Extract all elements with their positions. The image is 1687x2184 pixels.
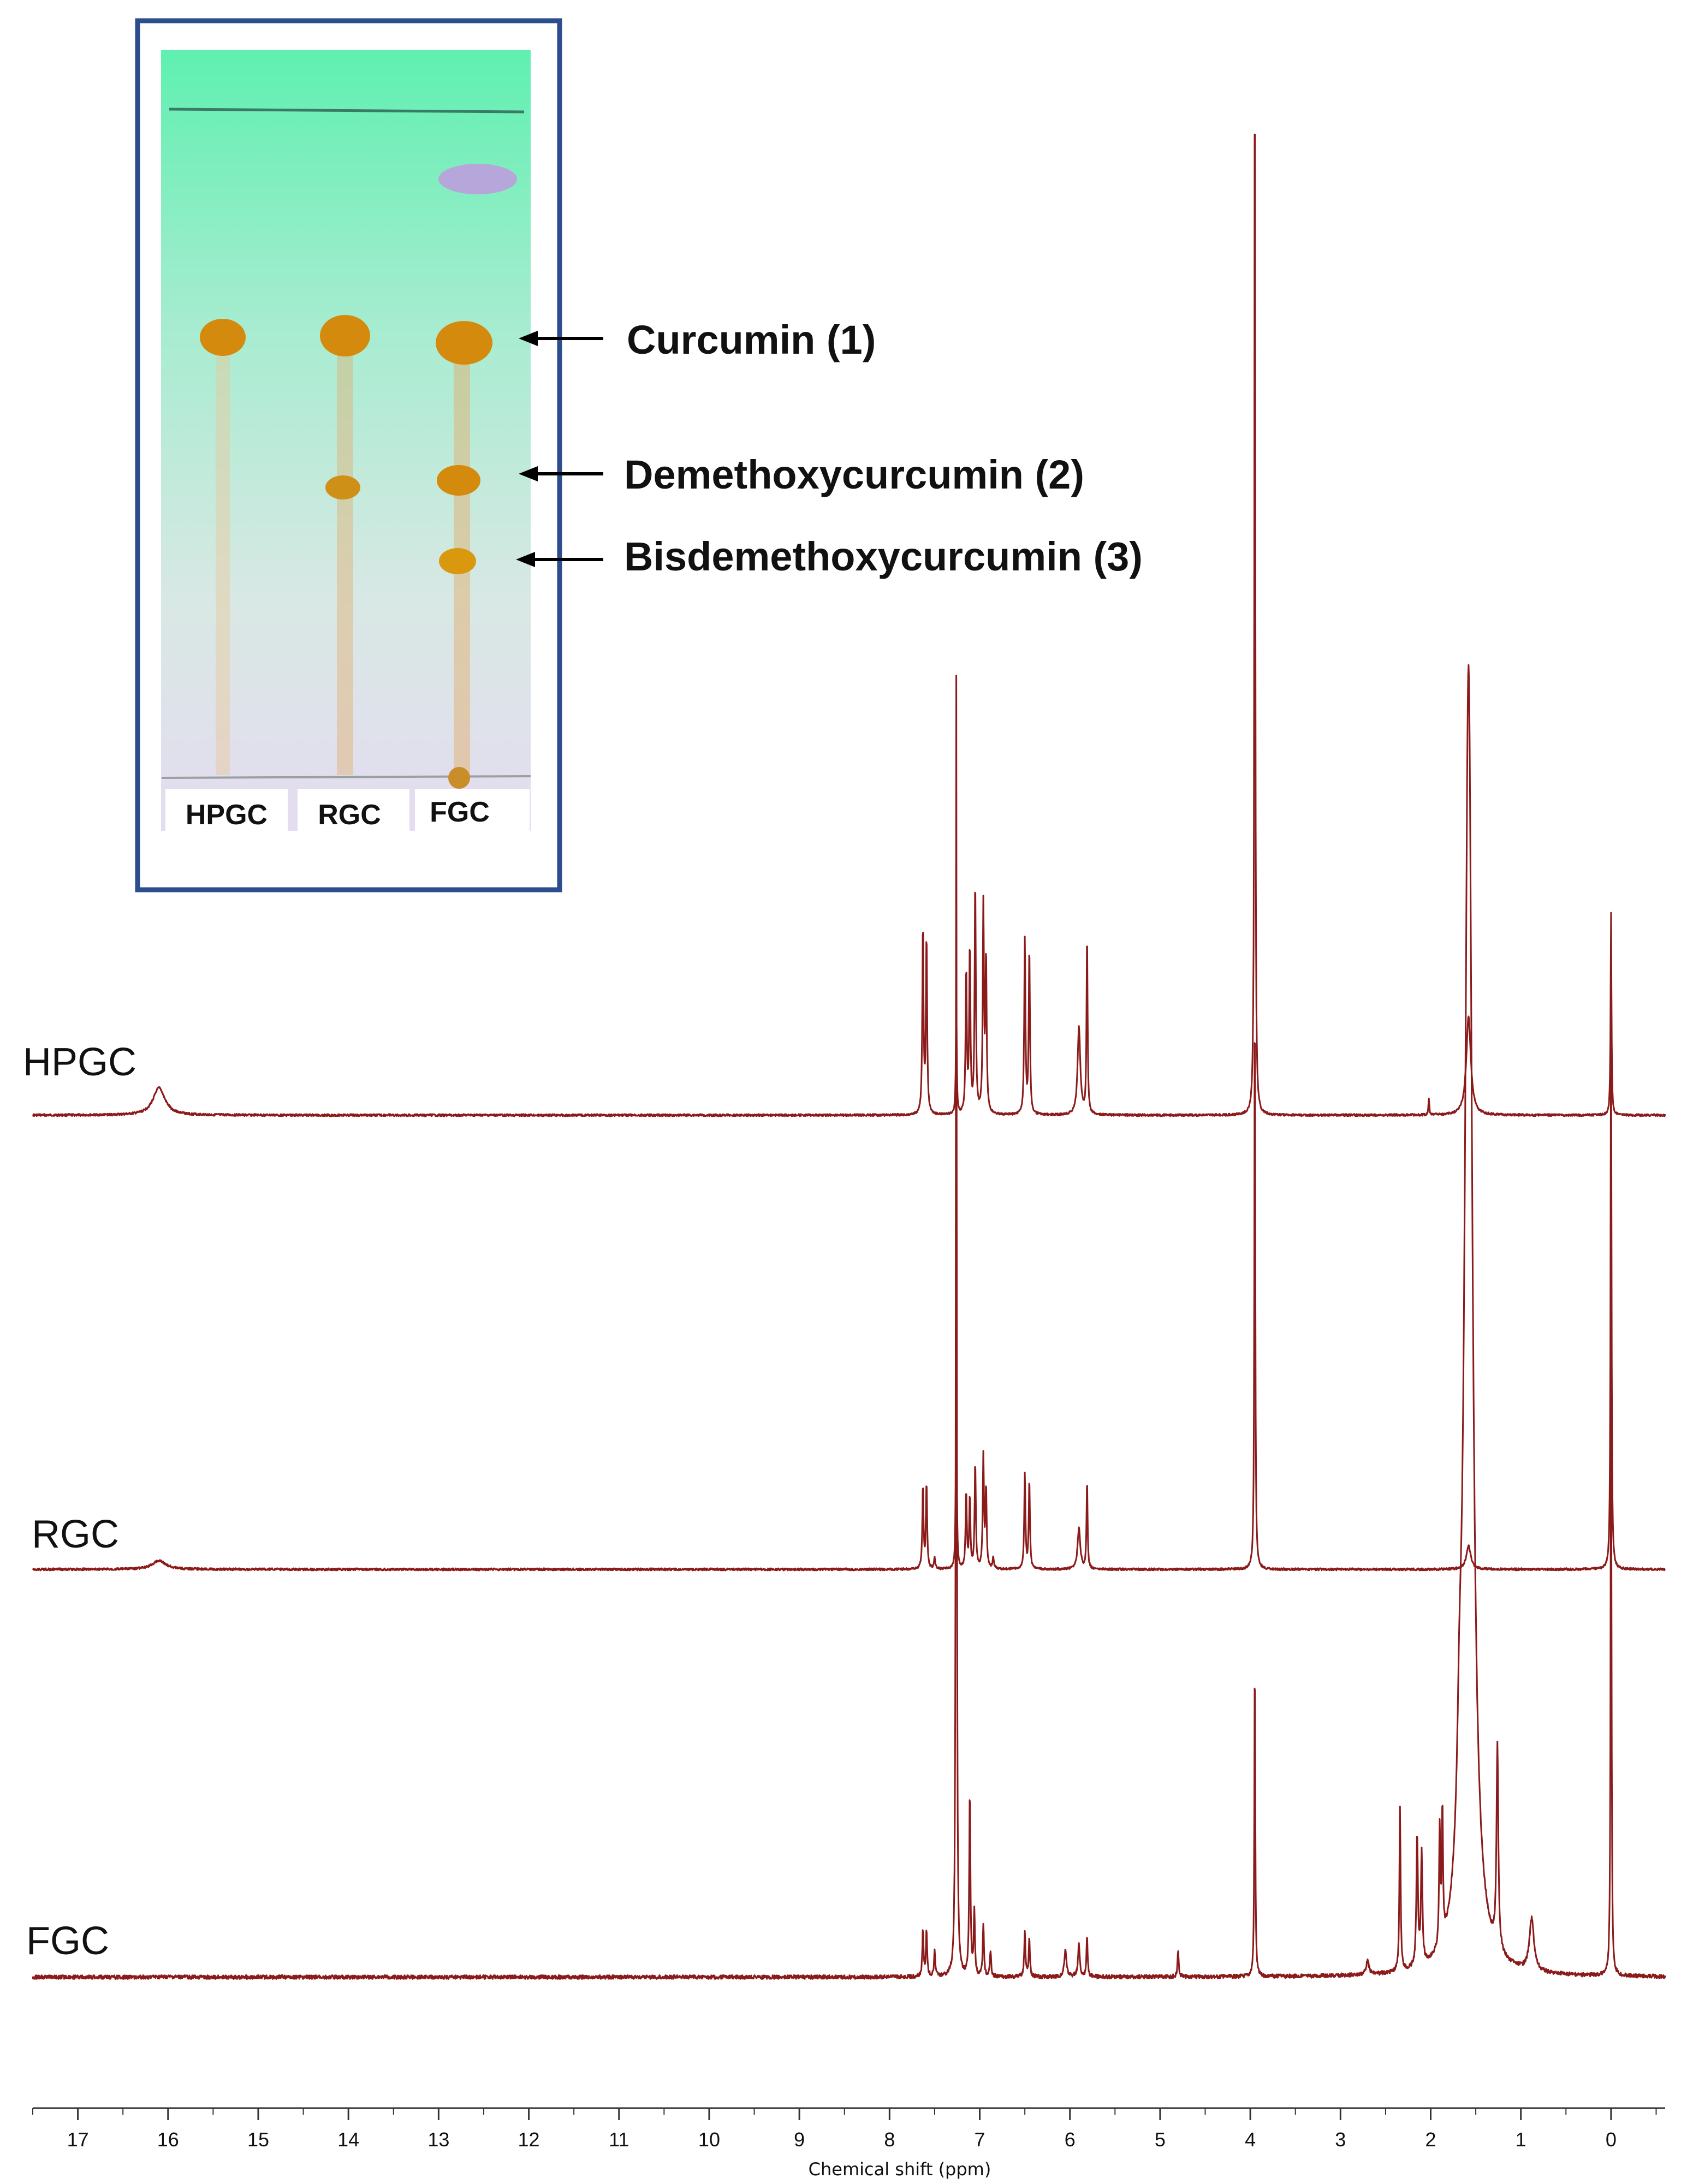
- spot-fgc-bisdemethoxycurcumin: [439, 548, 476, 574]
- annotation-arrows: Curcumin (1) Demethoxycurcumin (2) Bisde…: [516, 317, 1143, 579]
- x-tick-label: 5: [1155, 2128, 1166, 2151]
- arrowhead-curcumin: [519, 331, 538, 346]
- x-tick-label: 0: [1606, 2128, 1617, 2151]
- label-demethoxycurcumin: Demethoxycurcumin (2): [624, 452, 1084, 497]
- x-tick-label: 9: [794, 2128, 805, 2151]
- x-tick-label: 13: [427, 2128, 449, 2151]
- spectra-traces: [32, 133, 1666, 1980]
- lane-label-box: [298, 789, 409, 835]
- solvent-front-line: [169, 108, 525, 114]
- x-tick-label: 7: [975, 2128, 985, 2151]
- x-tick-label: 12: [518, 2128, 540, 2151]
- label-bisdemethoxycurcumin: Bisdemethoxycurcumin (3): [624, 534, 1143, 579]
- x-tick-label: 1: [1516, 2128, 1526, 2151]
- x-tick-label: 11: [609, 2128, 629, 2151]
- lane-label-rgc: RGC: [318, 799, 381, 831]
- lane-label-box: [165, 789, 288, 835]
- label-curcumin: Curcumin (1): [627, 317, 876, 362]
- arrowhead-demethoxycurcumin: [519, 466, 538, 481]
- trace-label-hpgc: HPGC: [23, 1040, 136, 1084]
- lane-streak-rgc: [337, 344, 353, 775]
- x-tick-label: 3: [1335, 2128, 1346, 2151]
- x-tick-label: 6: [1065, 2128, 1076, 2151]
- x-tick-label: 4: [1245, 2128, 1256, 2151]
- spot-fgc-origin: [448, 767, 470, 789]
- solvent-front-spot: [438, 164, 517, 194]
- spot-rgc-curcumin: [320, 315, 370, 356]
- x-axis: 17 16 15 14 13 12 11 10 9 8 7 6 5 4 3 2 1 0: [32, 2107, 1665, 2151]
- tlc-plate-inset: HPGC RGC FGC: [135, 18, 562, 892]
- x-tick-label: 15: [247, 2128, 269, 2151]
- lane-label-hpgc: HPGC: [186, 799, 268, 831]
- x-tick-label: 16: [157, 2128, 179, 2151]
- spot-rgc-demethoxycurcumin: [325, 475, 360, 499]
- lane-label-fgc: FGC: [430, 796, 490, 828]
- spot-hpgc-curcumin: [200, 319, 246, 356]
- x-axis-title: Chemical shift (ppm): [809, 2159, 991, 2180]
- spot-fgc-curcumin: [436, 321, 492, 365]
- lane-label-box: [415, 789, 530, 835]
- x-tick-label: 17: [67, 2128, 89, 2151]
- spectrum-trace-rgc: [32, 985, 1666, 1572]
- spectrum-trace-fgc: [32, 664, 1666, 1980]
- x-tick-label: 8: [884, 2128, 895, 2151]
- spot-fgc-demethoxycurcumin: [437, 465, 480, 496]
- trace-label-rgc: RGC: [32, 1513, 119, 1556]
- spectrum-trace-hpgc: [32, 133, 1666, 1117]
- x-tick-label: 10: [698, 2128, 720, 2151]
- x-tick-label: 14: [337, 2128, 359, 2151]
- lane-streak-hpgc: [216, 344, 230, 775]
- arrowhead-bisdemethoxycurcumin: [516, 552, 535, 567]
- trace-label-fgc: FGC: [26, 1919, 109, 1963]
- x-tick-label: 2: [1425, 2128, 1436, 2151]
